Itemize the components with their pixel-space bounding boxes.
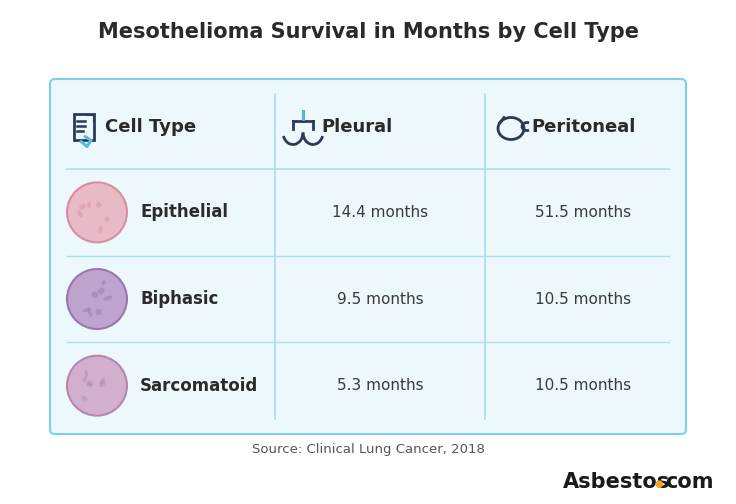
Ellipse shape bbox=[88, 309, 92, 317]
Circle shape bbox=[67, 182, 127, 242]
Text: Peritoneal: Peritoneal bbox=[531, 117, 635, 136]
Text: 10.5 months: 10.5 months bbox=[535, 291, 631, 306]
Text: 14.4 months: 14.4 months bbox=[332, 205, 428, 220]
Circle shape bbox=[67, 269, 127, 329]
Ellipse shape bbox=[101, 377, 105, 384]
Text: 10.5 months: 10.5 months bbox=[535, 378, 631, 393]
Ellipse shape bbox=[96, 309, 102, 315]
Text: Asbestos: Asbestos bbox=[563, 472, 670, 492]
Text: Cell Type: Cell Type bbox=[105, 117, 196, 136]
Text: Source: Clinical Lung Cancer, 2018: Source: Clinical Lung Cancer, 2018 bbox=[252, 443, 484, 456]
Text: ●: ● bbox=[655, 479, 663, 489]
Text: Epithelial: Epithelial bbox=[140, 203, 228, 221]
Text: 5.3 months: 5.3 months bbox=[336, 378, 423, 393]
Ellipse shape bbox=[103, 296, 113, 301]
Text: Sarcomatoid: Sarcomatoid bbox=[140, 376, 258, 395]
Text: Pleural: Pleural bbox=[321, 117, 392, 136]
Ellipse shape bbox=[99, 381, 106, 387]
Circle shape bbox=[67, 356, 127, 416]
Ellipse shape bbox=[86, 380, 93, 387]
Ellipse shape bbox=[88, 202, 91, 209]
Ellipse shape bbox=[105, 217, 110, 222]
Ellipse shape bbox=[88, 383, 92, 387]
Ellipse shape bbox=[83, 307, 91, 312]
Ellipse shape bbox=[79, 204, 85, 210]
Ellipse shape bbox=[102, 280, 106, 285]
Ellipse shape bbox=[77, 210, 83, 217]
Ellipse shape bbox=[91, 291, 98, 298]
Text: 51.5 months: 51.5 months bbox=[535, 205, 631, 220]
Ellipse shape bbox=[82, 376, 87, 382]
Ellipse shape bbox=[96, 202, 102, 208]
FancyBboxPatch shape bbox=[50, 79, 686, 434]
Ellipse shape bbox=[85, 370, 88, 377]
Text: com: com bbox=[665, 472, 713, 492]
Text: 9.5 months: 9.5 months bbox=[336, 291, 423, 306]
Text: Biphasic: Biphasic bbox=[140, 290, 219, 308]
Text: Mesothelioma Survival in Months by Cell Type: Mesothelioma Survival in Months by Cell … bbox=[97, 22, 639, 42]
Ellipse shape bbox=[98, 226, 102, 233]
Ellipse shape bbox=[81, 396, 87, 401]
Ellipse shape bbox=[98, 288, 105, 294]
